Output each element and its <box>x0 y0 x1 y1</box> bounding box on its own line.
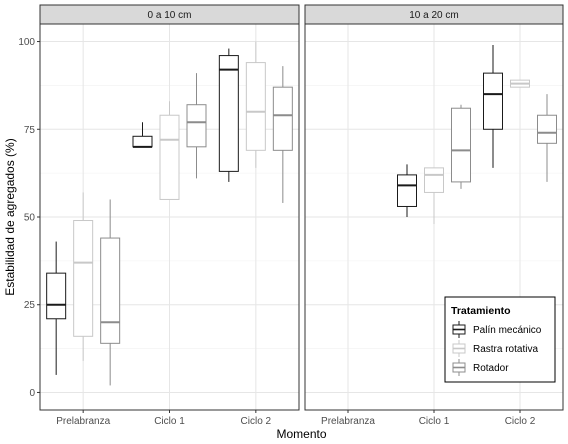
box-body <box>159 114 180 200</box>
box-body <box>424 167 444 193</box>
legend-label: Palín mecánico <box>473 325 542 336</box>
legend-label: Rotador <box>473 363 509 374</box>
y-tick-label: 75 <box>24 125 36 136</box>
panel-strip-label: 10 a 20 cm <box>409 10 458 21</box>
box-ciclo-1-0 <box>397 164 417 217</box>
y-tick-label: 0 <box>29 388 35 399</box>
legend-title: Tratamiento <box>451 305 511 317</box>
y-axis-title: Estabilidad de agregados (%) <box>3 138 17 295</box>
legend-item: Rastra rotativa <box>452 340 538 357</box>
y-tick-label: 100 <box>18 37 35 48</box>
legend-items: Palín mecánico Rastra rotativa Rotador <box>452 321 542 376</box>
legend-item: Palín mecánico <box>452 321 542 338</box>
box-ciclo-1-2 <box>451 104 471 189</box>
legend-key <box>452 340 466 357</box>
box-ciclo-2-2 <box>537 94 557 182</box>
x-tick-label: Prelabranza <box>321 416 375 427</box>
box-prelabranza-0 <box>46 241 67 375</box>
x-axis-ticks: Prelabranza Ciclo 1 Ciclo 2 Prelabranza Cicl… <box>56 410 536 427</box>
box-body <box>100 237 121 344</box>
legend-item: Rotador <box>452 359 509 376</box>
y-tick-label: 25 <box>24 300 36 311</box>
legend-key <box>452 359 466 376</box>
x-axis-title: Momento <box>276 427 326 441</box>
legend-key <box>452 321 466 338</box>
box-ciclo-1-1 <box>424 167 444 225</box>
y-axis-ticks: 0 25 50 75 100 <box>18 37 40 399</box>
box-body <box>537 114 557 144</box>
box-ciclo-1-0 <box>132 122 153 148</box>
box-ciclo-2-0 <box>483 45 503 168</box>
y-tick-label: 50 <box>24 213 36 224</box>
box-ciclo-2-2 <box>272 66 293 203</box>
box-ciclo-1-1 <box>159 101 180 200</box>
box-body <box>272 86 293 151</box>
panel-strip-label: 0 a 10 cm <box>148 10 192 21</box>
x-tick-label: Prelabranza <box>56 416 110 427</box>
box-body <box>218 55 239 172</box>
box-ciclo-2-1 <box>245 41 266 168</box>
legend-label: Rastra rotativa <box>473 344 538 355</box>
legend: Tratamiento Palín mecánico Rastra rotativ… <box>444 296 556 383</box>
box-ciclo-1-2 <box>186 73 207 179</box>
x-tick-label: Ciclo 1 <box>154 416 185 427</box>
box-body <box>132 135 153 148</box>
box-body <box>483 72 503 130</box>
box-body <box>245 62 266 151</box>
panel-1: 0 a 10 cm <box>39 4 300 411</box>
x-tick-label: Ciclo 2 <box>241 416 272 427</box>
box-ciclo-2-1 <box>510 79 530 88</box>
box-prelabranza-2 <box>100 199 121 386</box>
box-ciclo-2-0 <box>218 48 239 182</box>
box-body <box>46 272 67 320</box>
box-body <box>186 104 207 148</box>
x-tick-label: Ciclo 1 <box>419 416 450 427</box>
box-body <box>397 174 417 207</box>
box-prelabranza-1 <box>73 192 94 361</box>
x-tick-label: Ciclo 2 <box>505 416 536 427</box>
box-body <box>73 220 94 337</box>
box-body <box>451 107 471 183</box>
